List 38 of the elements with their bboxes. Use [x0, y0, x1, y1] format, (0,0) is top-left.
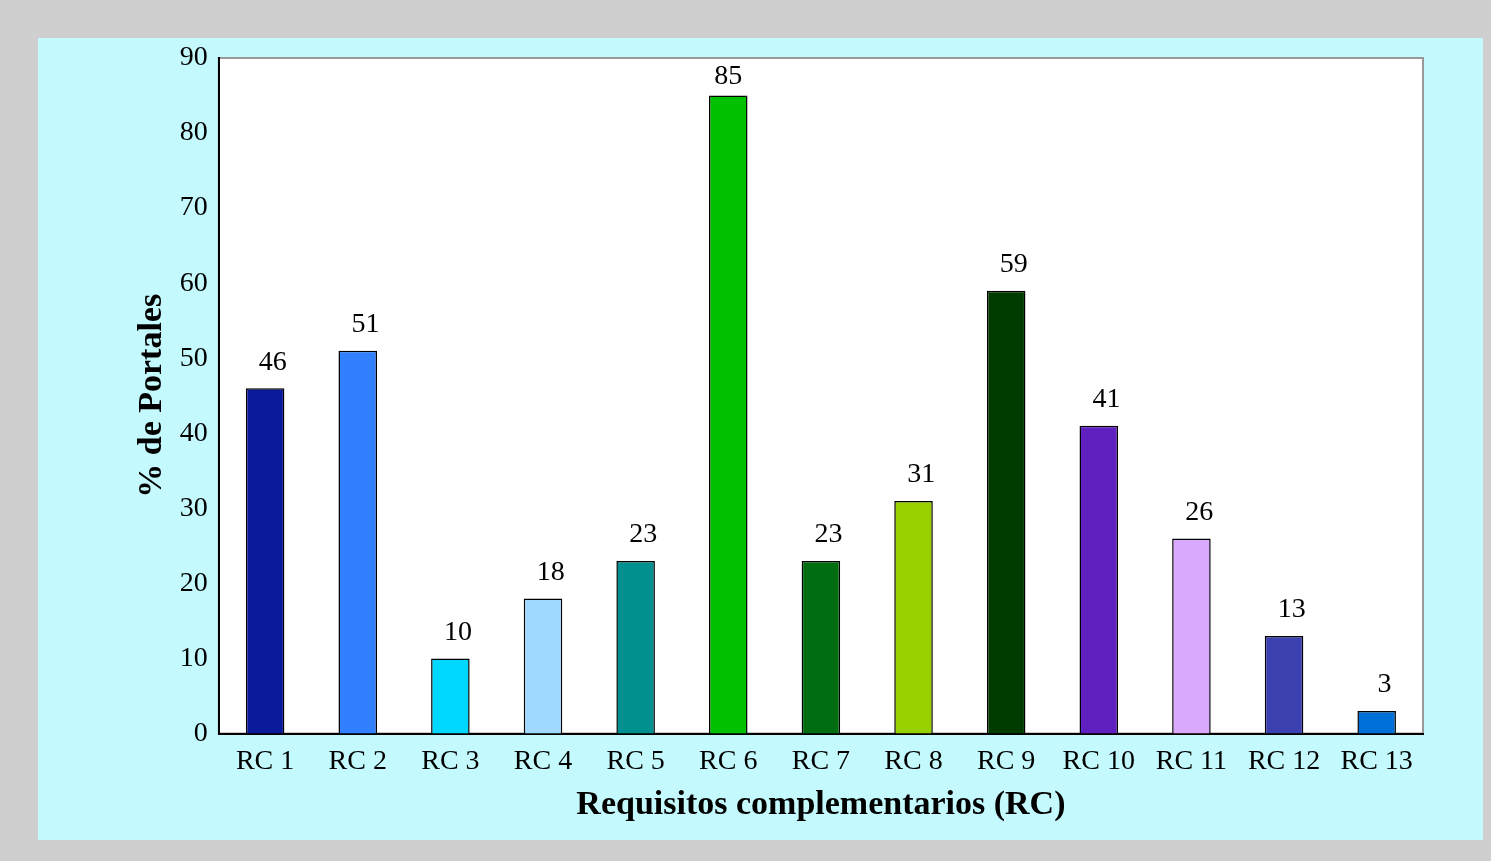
- data-label: 46: [258, 344, 287, 376]
- y-tick-label: 0: [193, 715, 208, 747]
- x-tick-label: RC 7: [791, 743, 851, 775]
- x-tick-label: RC 1: [235, 743, 295, 775]
- y-tick-label: 70: [179, 190, 208, 222]
- data-label: 18: [536, 554, 565, 586]
- data-label: 3: [1377, 667, 1392, 699]
- x-tick-label: RC 4: [513, 743, 573, 775]
- y-tick-label: 60: [179, 265, 208, 297]
- x-tick-label: RC 5: [606, 743, 665, 775]
- data-label: 85: [714, 58, 743, 90]
- data-label: 51: [351, 307, 380, 339]
- data-label: 26: [1185, 494, 1214, 526]
- y-tick-label: 10: [179, 640, 208, 672]
- x-tick-label: RC 11: [1155, 743, 1228, 775]
- x-tick-label: RC 10: [1062, 743, 1135, 775]
- x-tick-label: RC 6: [699, 743, 758, 775]
- data-label: 41: [1092, 382, 1121, 414]
- data-label: 31: [907, 457, 936, 489]
- x-tick-label: RC 13: [1340, 743, 1413, 775]
- x-tick-label: RC 9: [976, 743, 1036, 775]
- y-tick-label: 80: [179, 115, 208, 147]
- x-tick-label: RC 12: [1247, 743, 1321, 775]
- y-tick-label: 50: [179, 340, 208, 372]
- data-label: 23: [629, 517, 658, 549]
- data-label: 13: [1277, 592, 1306, 624]
- x-tick-label: RC 8: [884, 743, 943, 775]
- x-tick-label: RC 3: [421, 743, 480, 775]
- y-axis-title: % de Portales: [131, 293, 169, 498]
- data-label: 23: [814, 517, 843, 549]
- y-tick-label: 90: [179, 40, 208, 72]
- y-tick-label: 20: [179, 565, 208, 597]
- y-tick-label: 30: [179, 490, 208, 522]
- x-axis-title: Requisitos complementarios (RC): [576, 784, 1066, 823]
- data-label: 10: [444, 614, 473, 646]
- y-tick-label: 40: [179, 415, 208, 447]
- data-label: 59: [999, 247, 1028, 279]
- x-tick-label: RC 2: [328, 743, 387, 775]
